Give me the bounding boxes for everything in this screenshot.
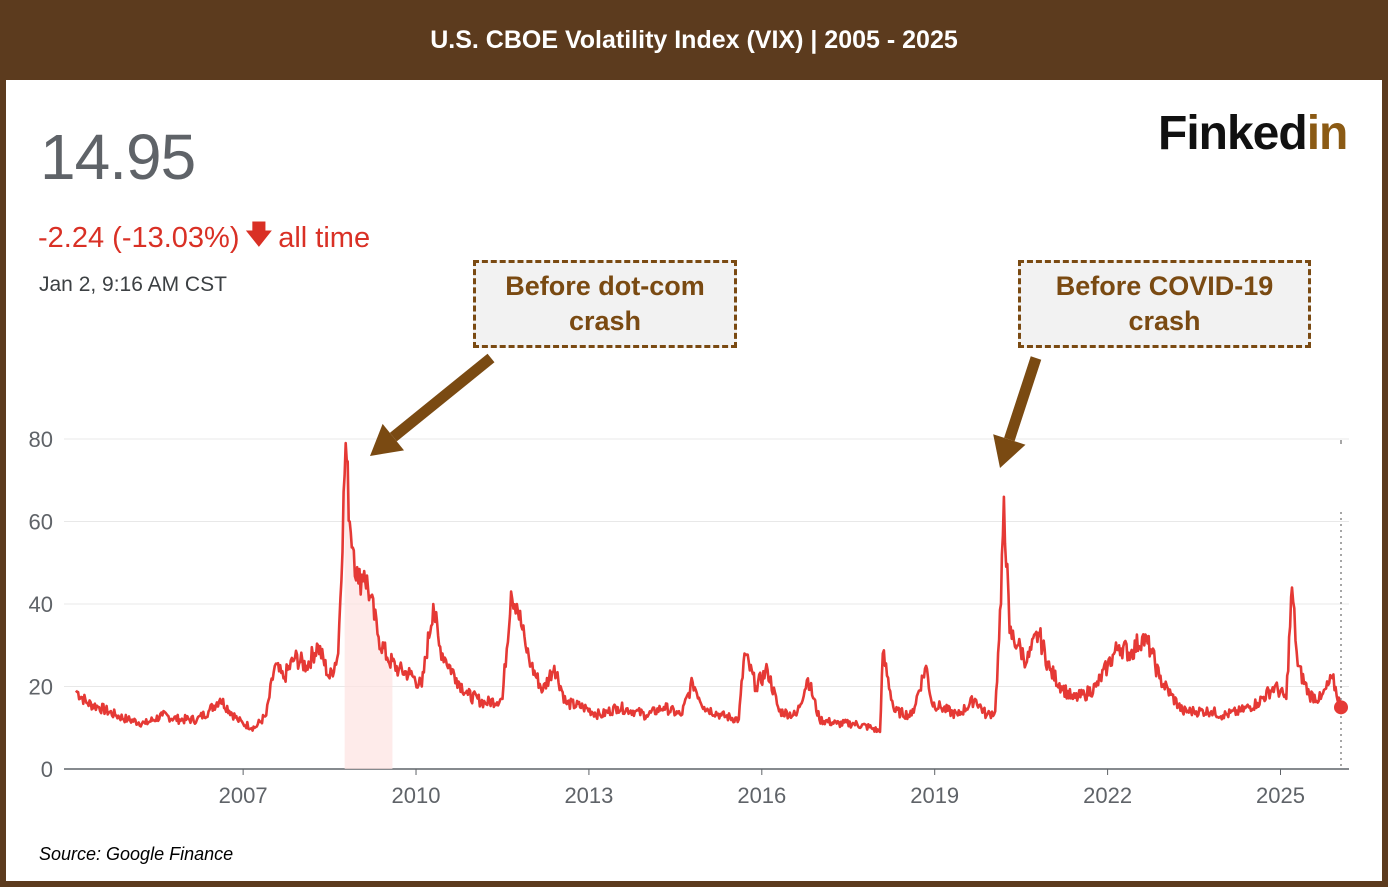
x-tick-label: 2022	[1083, 783, 1132, 808]
callout-covid: Before COVID-19 crash	[1018, 260, 1311, 348]
current-price: 14.95	[40, 121, 196, 193]
source-note: Source: Google Finance	[39, 844, 234, 864]
arrow-covid-head	[993, 434, 1026, 468]
arrow-covid-shaft	[1004, 356, 1042, 442]
logo-main: Finked	[1158, 107, 1308, 160]
vix-series-line	[74, 441, 1343, 734]
down-arrow-icon: 🡇	[245, 219, 273, 249]
change-value: -2.24 (-13.03%)	[38, 221, 240, 254]
callout-dotcom: Before dot-com crash	[473, 260, 737, 348]
y-tick-label: 0	[41, 757, 53, 782]
y-tick-label: 20	[29, 675, 53, 700]
y-tick-label: 80	[29, 427, 53, 452]
x-tick-label: 2016	[737, 783, 786, 808]
arrow-dotcom-head	[370, 423, 405, 456]
x-tick-label: 2025	[1256, 783, 1305, 808]
finkedin-logo: Finkedin	[1158, 106, 1349, 161]
x-tick-label: 2007	[219, 783, 268, 808]
last-value-dot	[1334, 700, 1348, 715]
chart-panel: 14.95 -2.24 (-13.03%) 🡇 all time Jan 2, …	[6, 80, 1382, 881]
price-change: -2.24 (-13.03%) 🡇 all time	[38, 216, 370, 260]
logo-accent: in	[1306, 107, 1349, 160]
x-tick-label: 2019	[910, 783, 959, 808]
y-tick-label: 60	[29, 510, 53, 535]
change-range: all time	[278, 221, 371, 254]
x-tick-label: 2010	[392, 783, 441, 808]
x-tick-label: 2013	[564, 783, 613, 808]
quote-timestamp: Jan 2, 9:16 AM CST	[39, 273, 227, 296]
area-fill	[344, 443, 393, 769]
y-tick-label: 40	[29, 592, 53, 617]
chart-title: U.S. CBOE Volatility Index (VIX) | 2005 …	[430, 25, 958, 54]
vix-chart: 0 20 40 60 80 2007 2010 2013 2016 2019 2022 2025	[29, 353, 1349, 808]
arrow-dotcom-shaft	[389, 353, 495, 442]
